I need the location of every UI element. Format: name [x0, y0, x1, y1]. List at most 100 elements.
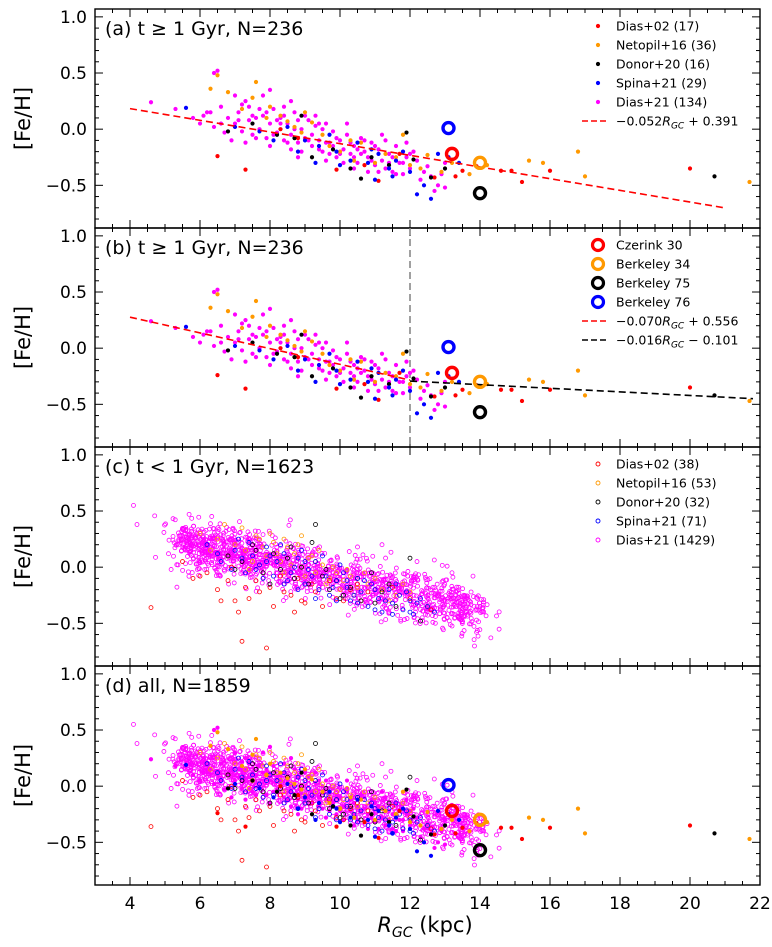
data-point — [442, 185, 448, 190]
data-point — [388, 549, 394, 555]
data-point — [267, 744, 273, 749]
data-point — [229, 783, 234, 789]
data-point — [418, 396, 423, 401]
data-point — [369, 374, 374, 379]
fit-intercept: + 0.556 — [684, 314, 738, 329]
data-point — [191, 549, 197, 555]
data-point — [211, 343, 217, 349]
data-point — [477, 627, 483, 633]
data-point — [243, 755, 248, 761]
data-point — [278, 573, 283, 579]
data-point — [225, 90, 231, 95]
x-label-r: R — [377, 913, 392, 937]
data-point — [395, 612, 401, 618]
y-axis-label: [Fe/H] — [11, 744, 35, 807]
data-point — [239, 525, 245, 531]
data-point — [309, 581, 315, 587]
data-point — [281, 770, 287, 775]
data-point — [390, 600, 395, 606]
data-point — [204, 775, 209, 780]
data-point — [295, 793, 301, 798]
data-point — [378, 619, 384, 625]
data-point — [483, 613, 489, 619]
data-point — [453, 393, 458, 398]
data-point — [471, 637, 477, 643]
data-point — [355, 359, 360, 364]
data-point — [204, 785, 210, 791]
data-point — [246, 788, 251, 794]
data-point — [316, 362, 322, 368]
data-point — [171, 540, 177, 546]
data-point — [424, 814, 430, 820]
data-point — [186, 573, 192, 579]
data-point — [281, 817, 286, 822]
data-point — [183, 753, 189, 759]
data-point — [237, 530, 242, 536]
data-point — [288, 570, 294, 576]
data-point — [379, 798, 385, 804]
data-point — [306, 555, 311, 561]
data-point — [399, 585, 404, 591]
data-point — [411, 794, 417, 799]
data-point — [337, 820, 343, 825]
data-point — [267, 750, 273, 755]
data-point — [264, 767, 269, 772]
data-point — [470, 792, 476, 798]
data-point — [400, 160, 406, 165]
data-point — [421, 388, 427, 393]
data-point — [431, 557, 437, 563]
data-point — [225, 348, 231, 353]
data-point — [320, 553, 325, 559]
data-point — [187, 551, 193, 557]
data-point — [416, 791, 421, 797]
data-point — [441, 835, 447, 841]
data-point — [316, 121, 322, 126]
data-point — [390, 812, 395, 817]
data-point — [288, 132, 294, 137]
data-point — [430, 613, 435, 619]
data-point — [281, 800, 287, 806]
data-point — [432, 609, 437, 615]
data-point — [148, 605, 154, 610]
data-point — [393, 155, 399, 160]
data-point — [250, 351, 255, 356]
data-point — [222, 349, 227, 354]
legend-label: Netopil+16 (36) — [616, 38, 716, 53]
data-point — [180, 786, 186, 792]
data-point — [383, 385, 388, 390]
data-point — [432, 811, 438, 817]
data-point — [285, 338, 290, 343]
data-point — [272, 535, 278, 541]
data-point — [203, 755, 208, 761]
data-point — [232, 542, 238, 548]
data-point — [376, 151, 381, 156]
data-point — [407, 388, 413, 393]
data-point — [390, 584, 395, 590]
data-point — [320, 772, 325, 778]
data-point — [276, 579, 282, 584]
data-point — [496, 609, 502, 615]
data-point — [226, 768, 232, 773]
legend-label: Berkeley 34 — [616, 257, 690, 272]
data-point — [201, 113, 206, 118]
data-point — [204, 570, 210, 576]
data-point — [355, 160, 360, 165]
data-point — [357, 784, 363, 790]
data-point — [166, 551, 171, 557]
data-point — [260, 576, 266, 581]
data-point — [330, 569, 336, 575]
data-point — [362, 570, 367, 576]
data-point — [471, 594, 476, 599]
data-point — [225, 797, 231, 803]
data-point — [467, 171, 472, 177]
data-point — [472, 862, 477, 868]
data-point — [421, 402, 427, 407]
data-point — [341, 811, 346, 817]
data-point — [267, 323, 273, 328]
data-point — [229, 357, 234, 362]
data-point — [197, 531, 203, 536]
data-point — [468, 589, 474, 595]
data-point — [197, 785, 202, 791]
data-point — [197, 778, 203, 783]
data-point — [243, 570, 248, 576]
